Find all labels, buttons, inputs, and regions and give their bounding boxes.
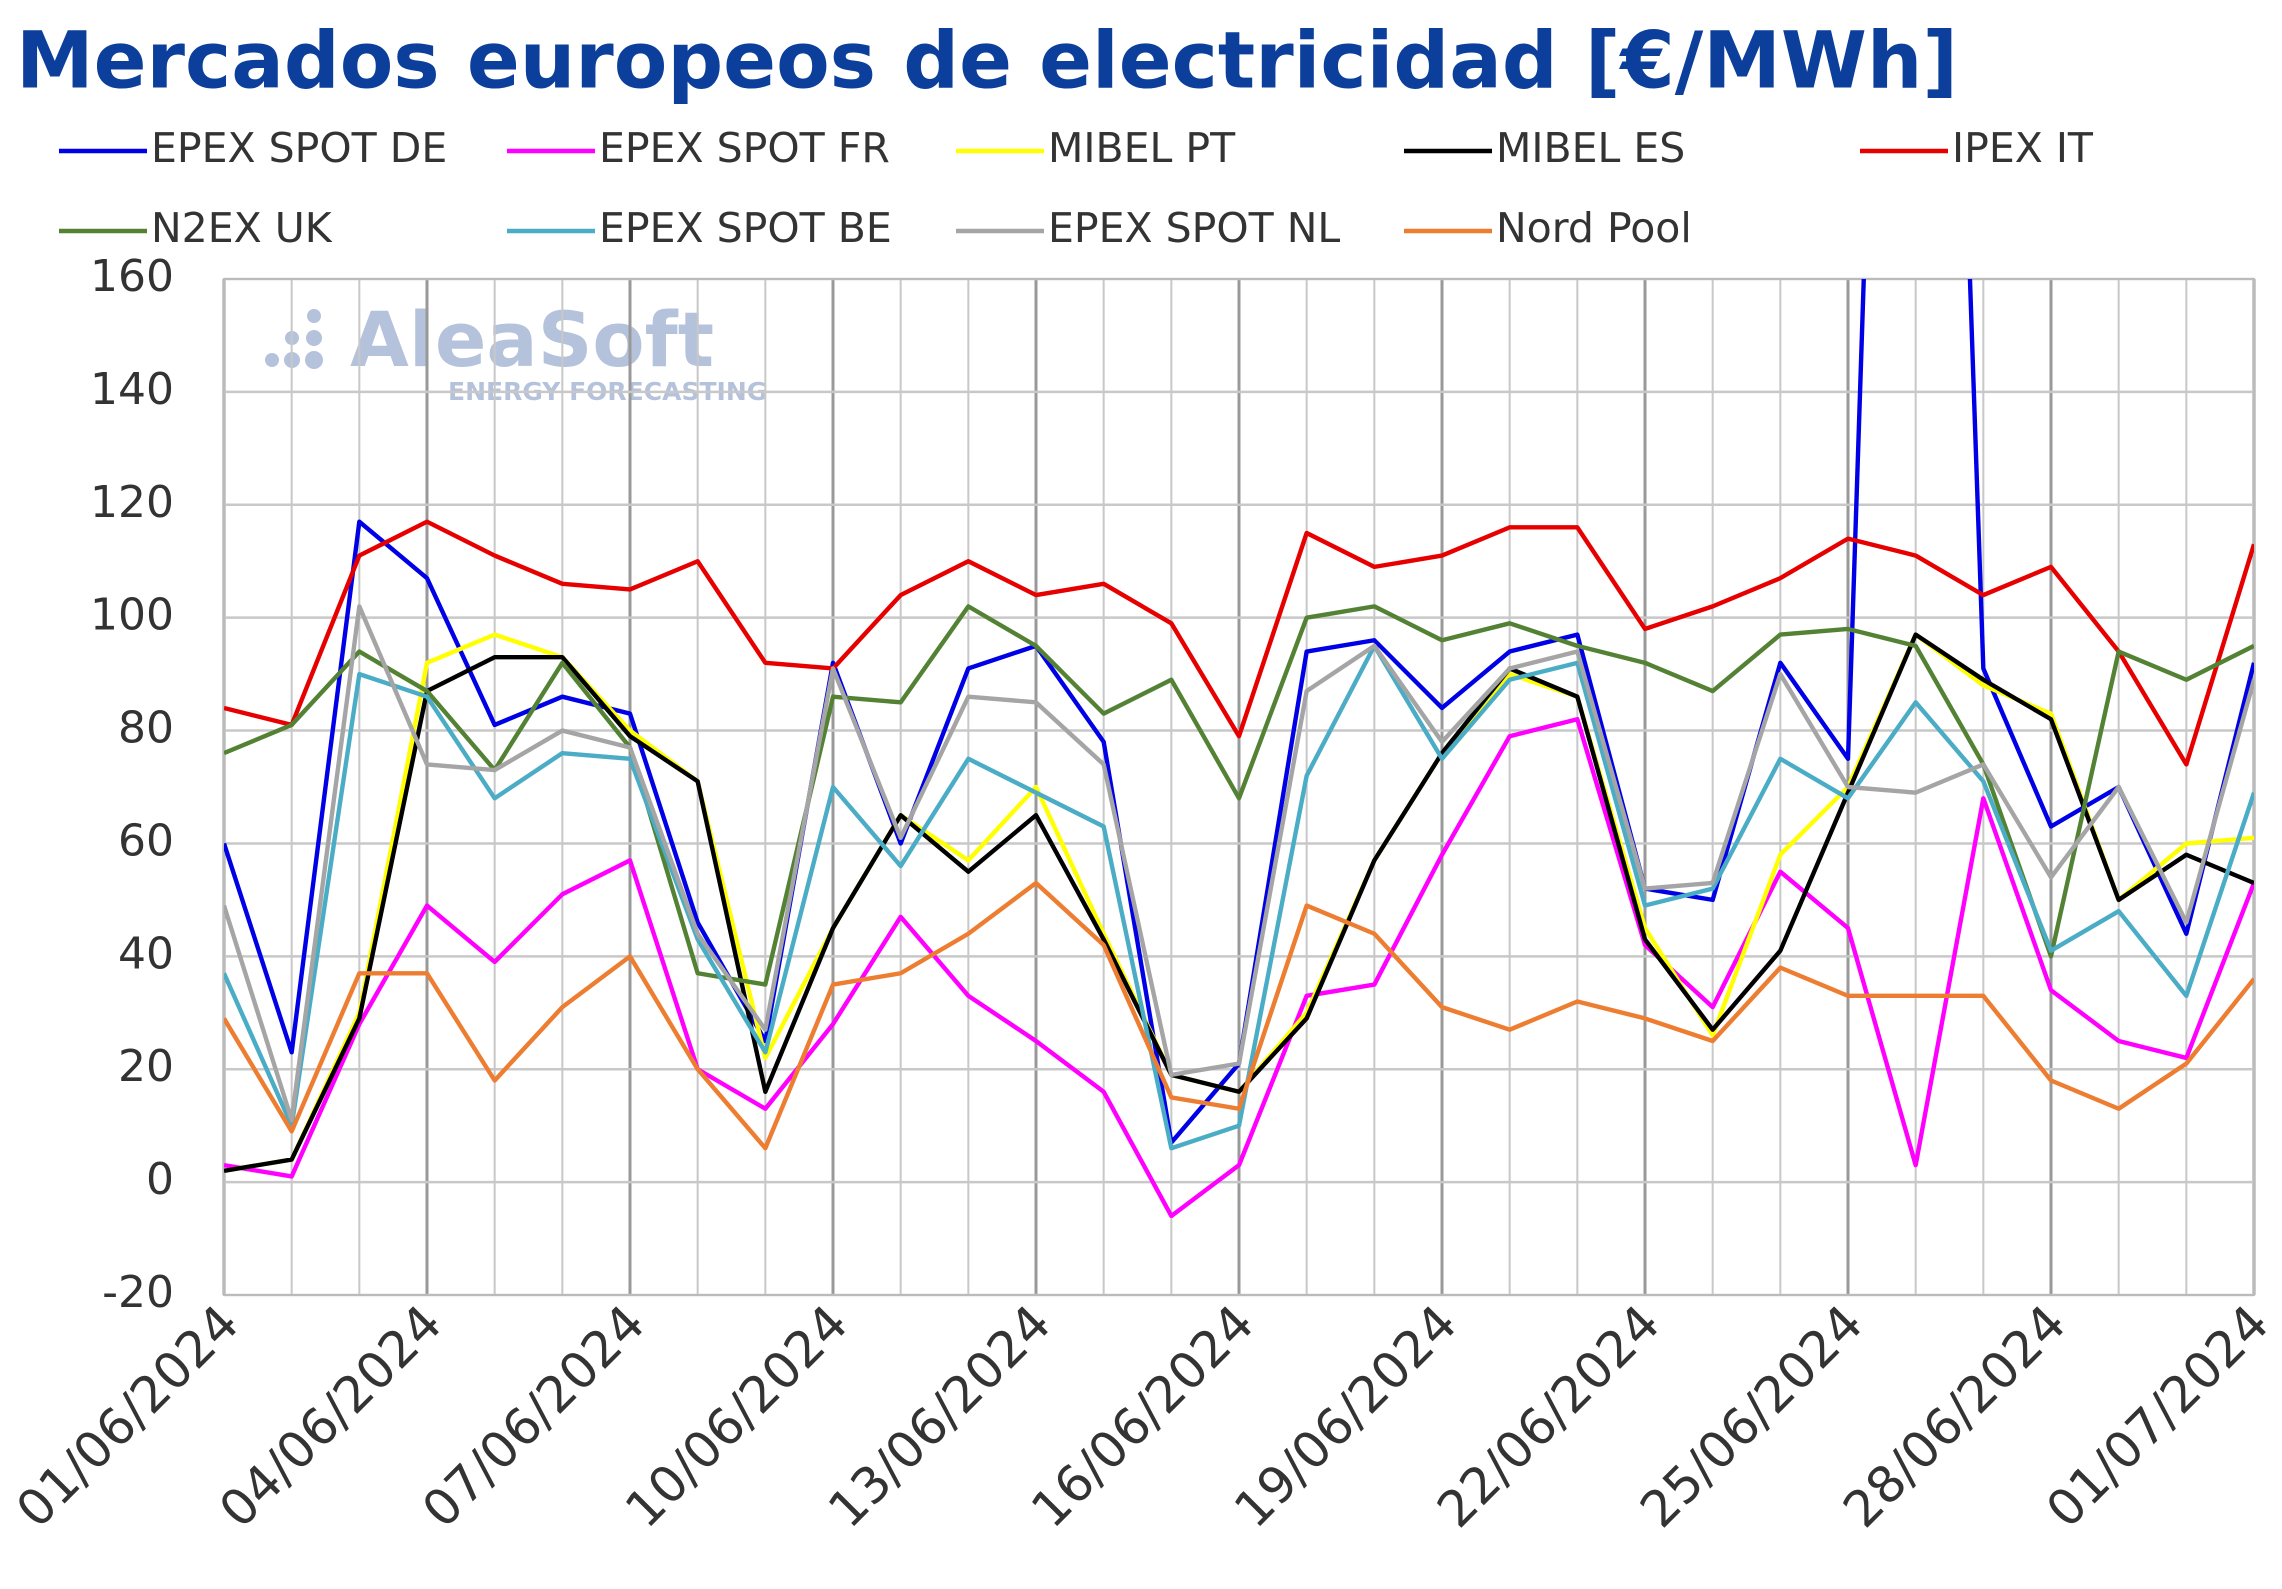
y-tick-label: 40	[118, 928, 174, 979]
watermark-brand: AleaSoft	[350, 295, 714, 384]
series-line	[224, 717, 2254, 1219]
y-tick-label: 100	[90, 590, 174, 641]
series-line	[224, 604, 2254, 987]
legend-label: EPEX SPOT NL	[1048, 204, 1340, 252]
y-tick-label: 140	[90, 364, 174, 415]
watermark: AleaSoft ENERGY FORECASTING	[265, 295, 767, 406]
y-tick-label: 120	[90, 477, 174, 528]
y-tick-label: 20	[118, 1041, 174, 1092]
y-tick-label: 0	[146, 1154, 174, 1205]
series-line	[224, 880, 2254, 1151]
y-tick-label: 80	[118, 703, 174, 754]
series-line	[224, 632, 2254, 1173]
legend-label: MIBEL ES	[1496, 124, 1685, 172]
legend-label: EPEX SPOT FR	[599, 124, 890, 172]
legend-label: EPEX SPOT BE	[599, 204, 892, 252]
legend-label: EPEX SPOT DE	[151, 124, 447, 172]
legend-label: MIBEL PT	[1048, 124, 1236, 172]
y-tick-label: 160	[90, 251, 174, 302]
y-tick-label: 60	[118, 815, 174, 866]
series-line	[224, 604, 2254, 1123]
legend-label: IPEX IT	[1952, 124, 2094, 172]
legend-label: Nord Pool	[1496, 204, 1692, 252]
y-tick-label: -20	[102, 1267, 174, 1318]
series-line	[224, 519, 2254, 767]
legend-label: N2EX UK	[151, 204, 333, 252]
series-line	[224, 643, 2254, 1151]
plot-lines	[224, 279, 2254, 1219]
plot-border	[223, 278, 2255, 1296]
chart-title: Mercados europeos de electricidad [€/MWh…	[16, 16, 1958, 106]
